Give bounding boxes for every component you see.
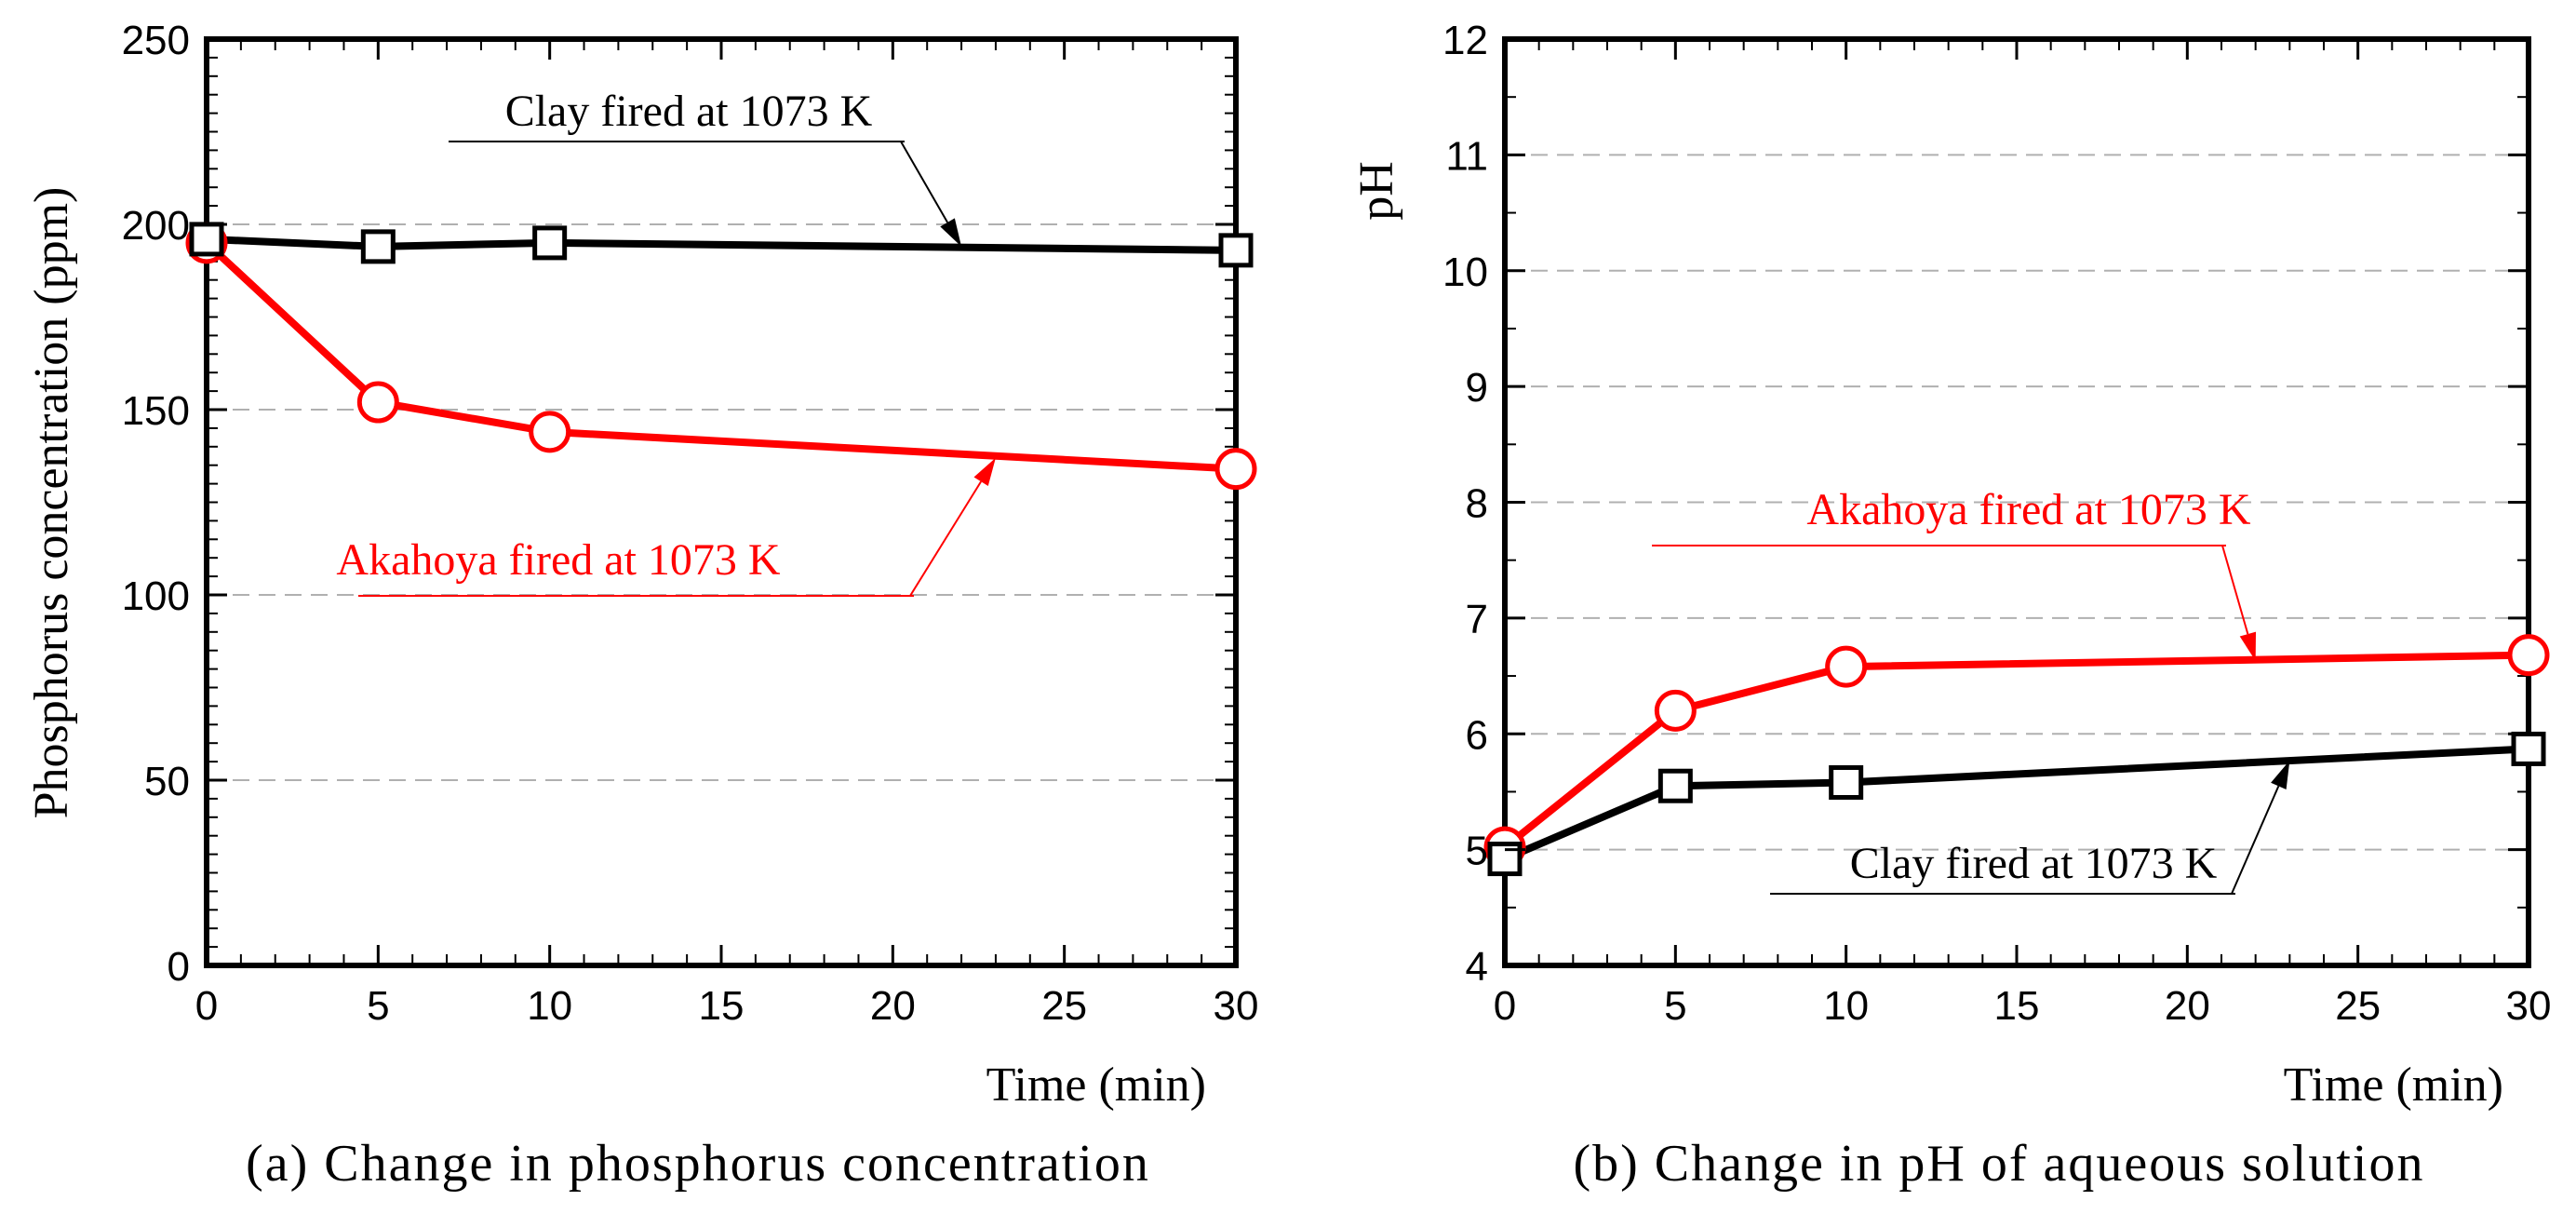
series-annotation: Clay fired at 1073 K [505,87,873,136]
x-tick-label: 25 [1041,983,1087,1029]
series-annotation: Akahoya fired at 1073 K [336,535,781,585]
x-tick-label: 30 [1214,983,1259,1029]
series-line-0 [1503,745,2529,863]
data-point [1829,764,1864,800]
annotation-arrow-line [900,141,948,223]
y-tick-label: 100 [122,573,190,619]
x-tick-label: 10 [527,983,572,1029]
annotation-arrowhead [2271,760,2290,789]
y-tick-label: 8 [1466,481,1488,527]
data-point [1825,645,1868,688]
y-tick-label: 4 [1466,944,1488,990]
annotation-arrow-line [909,480,982,597]
data-point [360,229,396,264]
y-tick-label: 0 [168,944,190,990]
series-annotation: Akahoya fired at 1073 K [1806,485,2251,534]
data-point [2511,731,2546,766]
y-tick-label: 7 [1466,597,1488,642]
data-point [1654,689,1697,732]
x-tick-label: 10 [1823,983,1869,1029]
series-line-1 [204,239,1237,473]
series-annotation: Clay fired at 1073 K [1850,839,2218,888]
data-point [532,225,568,261]
chart-panel-a: 0 50 100 150 200 250 0 5 10 15 20 25 30 Clay fired a… [25,18,1258,1193]
annotation-arrowhead [2239,631,2257,661]
data-point [189,222,224,257]
chart-panel-b: 4 5 6 7 8 9 10 11 12 0 5 10 15 20 25 30 Clay fired at 1… [1350,18,2551,1193]
x-tick-label: 0 [195,983,218,1029]
data-point [356,381,399,424]
y-axis-title: pH [1350,161,1403,221]
caption: (b) Change in pH of aqueous solution [1574,1135,2425,1193]
annotation-arrow-line [2221,545,2249,635]
series-line-1 [1502,651,2529,851]
x-tick-label: 25 [2335,983,2381,1029]
annotation-arrow-line [2231,785,2280,895]
y-tick-label: 150 [122,388,190,434]
y-tick-label: 9 [1466,365,1488,411]
x-tick-label: 20 [870,983,916,1029]
caption: (a) Change in phosphorus concentration [246,1135,1150,1193]
series-line-0 [206,235,1237,254]
x-tick-label: 0 [1494,983,1516,1029]
data-point [1218,233,1254,268]
y-tick-label: 6 [1466,712,1488,758]
x-tick-label: 15 [699,983,745,1029]
data-point [1214,448,1257,491]
x-tick-label: 5 [1664,983,1686,1029]
y-tick-label: 250 [122,18,190,63]
annotation-arrowhead [940,218,962,247]
y-tick-label: 5 [1466,829,1488,874]
y-axis-title: Phosphorus concentration (ppm) [25,187,78,819]
y-tick-label: 10 [1442,250,1488,295]
data-point [2507,634,2550,677]
x-axis-title: Time (min) [986,1059,1206,1112]
x-axis-title: Time (min) [2284,1059,2503,1112]
x-tick-label: 15 [1994,983,2040,1029]
x-tick-label: 5 [367,983,389,1029]
x-tick-label: 30 [2506,983,2552,1029]
data-point [529,411,571,453]
plot-frame [204,36,1239,968]
data-point [1657,768,1693,803]
x-tick-label: 20 [2165,983,2210,1029]
y-tick-label: 12 [1442,18,1488,63]
y-tick-label: 50 [144,759,190,804]
annotation-arrowhead [973,457,996,486]
y-tick-label: 11 [1445,133,1488,179]
y-tick-label: 200 [122,203,190,249]
